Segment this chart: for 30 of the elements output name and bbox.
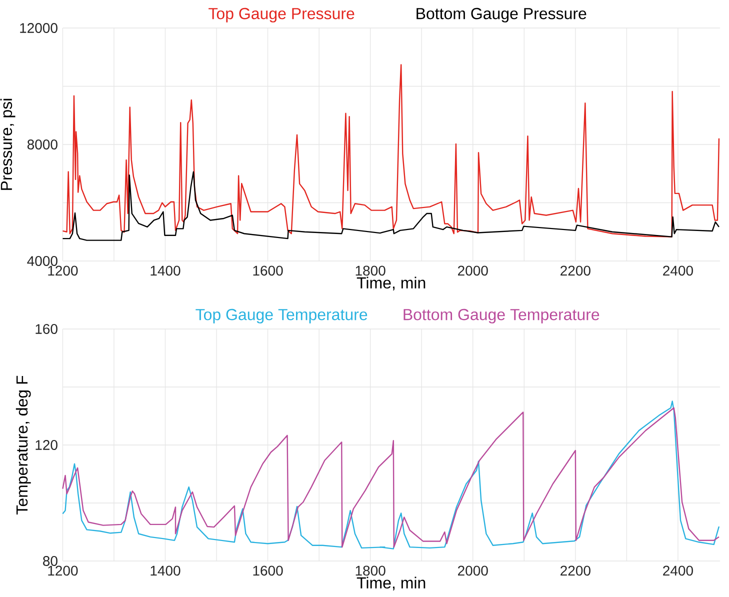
y-tick-label: 4000 bbox=[27, 256, 58, 266]
y-axis-title: Temperature, deg F bbox=[16, 376, 31, 514]
text: Top Gauge Temperature bbox=[196, 308, 368, 324]
x-tick-label: 1800 bbox=[356, 266, 386, 276]
x-tick-label: 2400 bbox=[663, 266, 693, 276]
y-tick-label: 120 bbox=[36, 440, 58, 450]
x-tick-label: 2400 bbox=[663, 566, 693, 576]
line-series bbox=[62, 171, 720, 241]
x-tick-label: 1200 bbox=[48, 566, 78, 576]
y-tick-label: 8000 bbox=[27, 140, 58, 150]
y-tick-label: 80 bbox=[43, 556, 58, 566]
x-axis-title: Time, min bbox=[356, 576, 426, 590]
line-series bbox=[62, 64, 720, 238]
x-axis-title: Time, min bbox=[356, 276, 426, 290]
y-axis-title: Pressure, psi bbox=[0, 98, 16, 190]
text: Bottom Gauge Temperature bbox=[404, 308, 600, 324]
y-tick-label: 12000 bbox=[20, 23, 58, 33]
x-tick-label: 1400 bbox=[150, 266, 180, 276]
text: Top Gauge Pressure bbox=[208, 8, 354, 22]
x-tick-label: 1200 bbox=[48, 266, 78, 276]
text: Bottom Gauge Pressure bbox=[416, 8, 586, 22]
x-tick-label: 1800 bbox=[356, 566, 386, 576]
x-tick-label: 2000 bbox=[458, 566, 488, 576]
x-tick-label: 1600 bbox=[253, 266, 283, 276]
x-tick-label: 2200 bbox=[560, 566, 590, 576]
x-tick-label: 1400 bbox=[150, 566, 180, 576]
y-tick-label: 160 bbox=[36, 324, 58, 334]
x-tick-label: 1600 bbox=[253, 566, 283, 576]
x-tick-label: 2000 bbox=[458, 266, 488, 276]
x-tick-label: 2200 bbox=[560, 266, 590, 276]
